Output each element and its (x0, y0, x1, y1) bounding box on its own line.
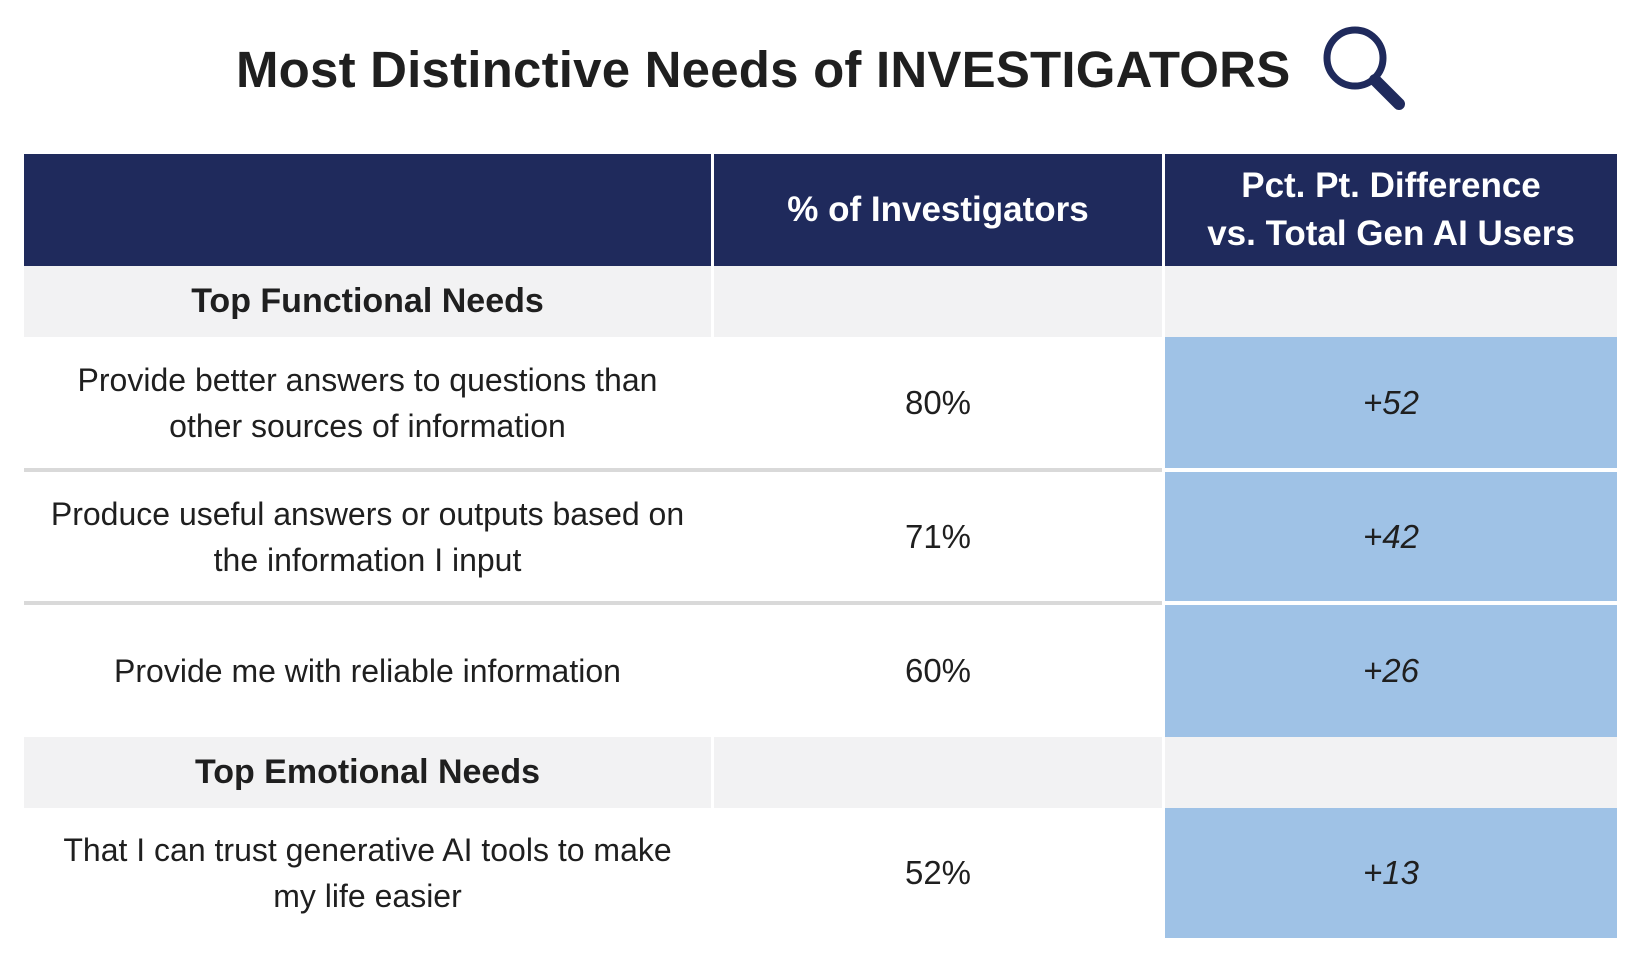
table-row: Provide better answers to questions than… (24, 337, 1617, 468)
need-cell: That I can trust generative AI tools to … (24, 808, 711, 938)
section-label: Top Emotional Needs (24, 737, 711, 808)
section-row-functional: Top Functional Needs (24, 266, 1617, 337)
header-cell-need (24, 154, 711, 266)
need-cell: Provide me with reliable information (24, 605, 711, 737)
diff-cell: +42 (1165, 472, 1617, 601)
section-blank-cell (1165, 737, 1617, 808)
table-row: That I can trust generative AI tools to … (24, 808, 1617, 938)
title-area: Most Distinctive Needs of INVESTIGATORS (0, 0, 1633, 130)
diff-cell: +26 (1165, 605, 1617, 737)
diff-cell: +52 (1165, 337, 1617, 468)
row-divider (24, 468, 1162, 472)
need-text: Produce useful answers or outputs based … (50, 495, 685, 578)
magnifier-icon (1323, 26, 1405, 110)
pct-cell: 80% (904, 383, 972, 421)
section-label: Top Functional Needs (24, 266, 711, 337)
table-row: Produce useful answers or outputs based … (24, 472, 1617, 601)
section-row-emotional: Top Emotional Needs (24, 737, 1617, 808)
header-pct-pt-difference-label: Pct. Pt. Difference vs. Total Gen AI Use… (1207, 166, 1575, 253)
section-blank-cell (714, 266, 1162, 337)
need-cell: Provide better answers to questions than… (24, 337, 711, 468)
row-divider (24, 601, 1162, 605)
row-divider (1165, 468, 1617, 472)
pct-cell: 71% (904, 517, 972, 555)
header-cell-pct-investigators: % of Investigators (714, 154, 1162, 266)
need-cell: Produce useful answers or outputs based … (24, 472, 711, 601)
row-divider (1165, 601, 1617, 605)
need-text: Provide better answers to questions than… (77, 361, 658, 444)
table-row: Provide me with reliable information 60%… (24, 605, 1617, 737)
diff-cell: +13 (1165, 808, 1617, 938)
section-blank-cell (1165, 266, 1617, 337)
header-cell-pct-pt-difference: Pct. Pt. Difference vs. Total Gen AI Use… (1165, 154, 1617, 266)
pct-cell: 60% (904, 652, 972, 689)
pct-cell: 52% (904, 854, 972, 891)
section-blank-cell (714, 737, 1162, 808)
table-header-row: % of Investigators Pct. Pt. Difference v… (24, 154, 1617, 266)
need-text: That I can trust generative AI tools to … (63, 832, 672, 914)
need-text: Provide me with reliable information (114, 653, 621, 689)
page-title: Most Distinctive Needs of INVESTIGATORS (236, 41, 1291, 98)
